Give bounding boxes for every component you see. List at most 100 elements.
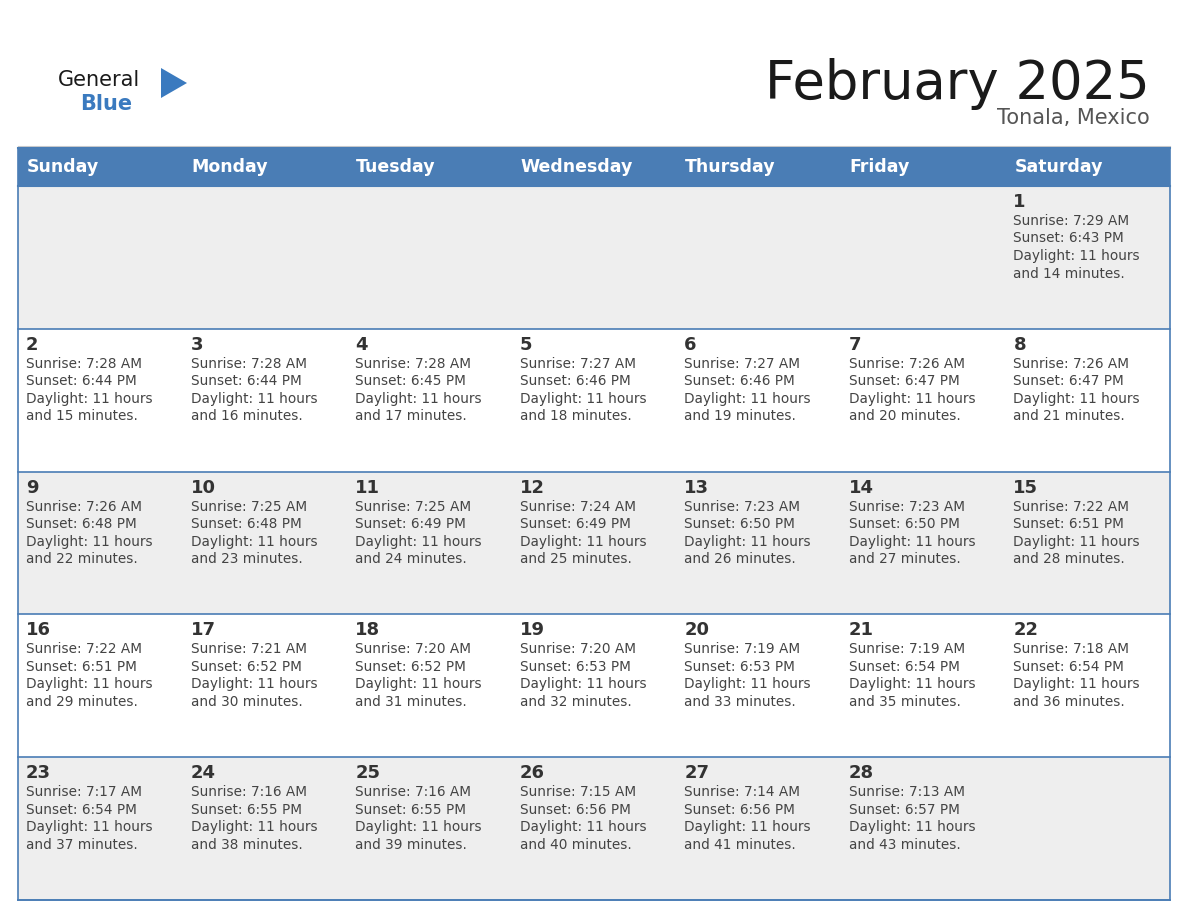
Text: Sunset: 6:49 PM: Sunset: 6:49 PM bbox=[519, 517, 631, 532]
Text: Sunset: 6:53 PM: Sunset: 6:53 PM bbox=[684, 660, 795, 674]
Text: and 22 minutes.: and 22 minutes. bbox=[26, 552, 138, 566]
Bar bbox=[841, 472, 1005, 614]
Text: Daylight: 11 hours: Daylight: 11 hours bbox=[1013, 534, 1140, 549]
Text: Daylight: 11 hours: Daylight: 11 hours bbox=[519, 392, 646, 406]
Text: 3: 3 bbox=[190, 336, 203, 353]
Text: and 14 minutes.: and 14 minutes. bbox=[1013, 266, 1125, 281]
Text: Sunrise: 7:16 AM: Sunrise: 7:16 AM bbox=[190, 785, 307, 800]
Text: and 29 minutes.: and 29 minutes. bbox=[26, 695, 138, 709]
Bar bbox=[183, 148, 347, 186]
Text: Monday: Monday bbox=[191, 158, 268, 176]
Text: and 18 minutes.: and 18 minutes. bbox=[519, 409, 632, 423]
Text: 23: 23 bbox=[26, 764, 51, 782]
Bar bbox=[676, 757, 841, 900]
Text: 17: 17 bbox=[190, 621, 215, 640]
Text: and 19 minutes.: and 19 minutes. bbox=[684, 409, 796, 423]
Bar bbox=[18, 186, 183, 329]
Text: Sunrise: 7:26 AM: Sunrise: 7:26 AM bbox=[26, 499, 143, 513]
Text: Sunrise: 7:22 AM: Sunrise: 7:22 AM bbox=[1013, 499, 1130, 513]
Text: Saturday: Saturday bbox=[1015, 158, 1102, 176]
Text: Daylight: 11 hours: Daylight: 11 hours bbox=[26, 392, 152, 406]
Text: Sunrise: 7:14 AM: Sunrise: 7:14 AM bbox=[684, 785, 801, 800]
Text: 2: 2 bbox=[26, 336, 38, 353]
Bar bbox=[841, 186, 1005, 329]
Text: Sunset: 6:45 PM: Sunset: 6:45 PM bbox=[355, 375, 466, 388]
Text: Daylight: 11 hours: Daylight: 11 hours bbox=[190, 392, 317, 406]
Text: Daylight: 11 hours: Daylight: 11 hours bbox=[26, 677, 152, 691]
Text: and 41 minutes.: and 41 minutes. bbox=[684, 838, 796, 852]
Text: Sunset: 6:55 PM: Sunset: 6:55 PM bbox=[355, 802, 466, 817]
Text: Tonala, Mexico: Tonala, Mexico bbox=[997, 108, 1150, 128]
Bar bbox=[676, 186, 841, 329]
Text: Daylight: 11 hours: Daylight: 11 hours bbox=[190, 534, 317, 549]
Text: 16: 16 bbox=[26, 621, 51, 640]
Bar bbox=[18, 148, 183, 186]
Text: Sunset: 6:52 PM: Sunset: 6:52 PM bbox=[355, 660, 466, 674]
Text: Sunset: 6:44 PM: Sunset: 6:44 PM bbox=[190, 375, 302, 388]
Text: 9: 9 bbox=[26, 478, 38, 497]
Text: Daylight: 11 hours: Daylight: 11 hours bbox=[355, 820, 482, 834]
Text: 11: 11 bbox=[355, 478, 380, 497]
Bar bbox=[841, 148, 1005, 186]
Text: Blue: Blue bbox=[80, 94, 132, 114]
Text: Sunset: 6:47 PM: Sunset: 6:47 PM bbox=[1013, 375, 1124, 388]
Bar bbox=[18, 614, 183, 757]
Text: Tuesday: Tuesday bbox=[356, 158, 436, 176]
Text: Sunrise: 7:26 AM: Sunrise: 7:26 AM bbox=[849, 357, 965, 371]
Bar bbox=[1005, 329, 1170, 472]
Text: 19: 19 bbox=[519, 621, 545, 640]
Text: 18: 18 bbox=[355, 621, 380, 640]
Bar bbox=[676, 472, 841, 614]
Text: Sunrise: 7:13 AM: Sunrise: 7:13 AM bbox=[849, 785, 965, 800]
Text: 10: 10 bbox=[190, 478, 215, 497]
Text: Sunrise: 7:28 AM: Sunrise: 7:28 AM bbox=[26, 357, 143, 371]
Text: Sunset: 6:47 PM: Sunset: 6:47 PM bbox=[849, 375, 960, 388]
Text: Sunrise: 7:23 AM: Sunrise: 7:23 AM bbox=[849, 499, 965, 513]
Text: Sunset: 6:54 PM: Sunset: 6:54 PM bbox=[26, 802, 137, 817]
Bar bbox=[183, 329, 347, 472]
Text: Sunrise: 7:25 AM: Sunrise: 7:25 AM bbox=[190, 499, 307, 513]
Text: Daylight: 11 hours: Daylight: 11 hours bbox=[684, 534, 811, 549]
Text: Sunset: 6:46 PM: Sunset: 6:46 PM bbox=[684, 375, 795, 388]
Text: and 26 minutes.: and 26 minutes. bbox=[684, 552, 796, 566]
Text: Sunset: 6:54 PM: Sunset: 6:54 PM bbox=[1013, 660, 1124, 674]
Text: Sunset: 6:51 PM: Sunset: 6:51 PM bbox=[26, 660, 137, 674]
Text: General: General bbox=[58, 70, 140, 90]
Text: 12: 12 bbox=[519, 478, 545, 497]
Text: 15: 15 bbox=[1013, 478, 1038, 497]
Bar bbox=[1005, 614, 1170, 757]
Text: 21: 21 bbox=[849, 621, 874, 640]
Text: Daylight: 11 hours: Daylight: 11 hours bbox=[849, 534, 975, 549]
Bar bbox=[347, 148, 512, 186]
Text: and 16 minutes.: and 16 minutes. bbox=[190, 409, 302, 423]
Text: Sunrise: 7:25 AM: Sunrise: 7:25 AM bbox=[355, 499, 472, 513]
Text: Sunrise: 7:28 AM: Sunrise: 7:28 AM bbox=[355, 357, 472, 371]
Text: Daylight: 11 hours: Daylight: 11 hours bbox=[519, 677, 646, 691]
Text: 8: 8 bbox=[1013, 336, 1026, 353]
Bar bbox=[183, 757, 347, 900]
Bar bbox=[841, 757, 1005, 900]
Text: 27: 27 bbox=[684, 764, 709, 782]
Bar bbox=[512, 148, 676, 186]
Text: and 35 minutes.: and 35 minutes. bbox=[849, 695, 961, 709]
Text: Sunrise: 7:17 AM: Sunrise: 7:17 AM bbox=[26, 785, 143, 800]
Text: and 23 minutes.: and 23 minutes. bbox=[190, 552, 302, 566]
Text: Sunset: 6:49 PM: Sunset: 6:49 PM bbox=[355, 517, 466, 532]
Bar bbox=[1005, 186, 1170, 329]
Bar bbox=[18, 472, 183, 614]
Text: Sunset: 6:55 PM: Sunset: 6:55 PM bbox=[190, 802, 302, 817]
Text: Daylight: 11 hours: Daylight: 11 hours bbox=[684, 392, 811, 406]
Text: Sunset: 6:43 PM: Sunset: 6:43 PM bbox=[1013, 231, 1124, 245]
Text: and 32 minutes.: and 32 minutes. bbox=[519, 695, 632, 709]
Text: and 27 minutes.: and 27 minutes. bbox=[849, 552, 961, 566]
Bar bbox=[347, 757, 512, 900]
Text: 24: 24 bbox=[190, 764, 215, 782]
Text: Sunrise: 7:29 AM: Sunrise: 7:29 AM bbox=[1013, 214, 1130, 228]
Bar bbox=[841, 614, 1005, 757]
Bar bbox=[347, 186, 512, 329]
Bar bbox=[18, 329, 183, 472]
Text: 22: 22 bbox=[1013, 621, 1038, 640]
Text: Sunset: 6:52 PM: Sunset: 6:52 PM bbox=[190, 660, 302, 674]
Text: Sunrise: 7:24 AM: Sunrise: 7:24 AM bbox=[519, 499, 636, 513]
Text: Sunrise: 7:16 AM: Sunrise: 7:16 AM bbox=[355, 785, 472, 800]
